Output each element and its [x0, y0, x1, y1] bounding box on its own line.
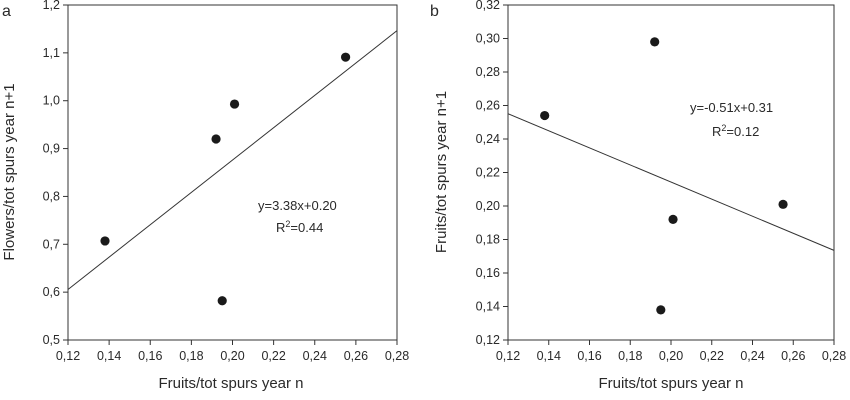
y-tick-label: 0,32 — [476, 0, 500, 12]
y-tick-label: 1,0 — [43, 94, 60, 108]
panel-b-chart: b 0,12 0,14 0,16 0,18 0,20 0,22 0,24 0,26 0,28 0,… — [430, 0, 846, 392]
y-tick-label: 0,20 — [476, 199, 500, 213]
data-point — [650, 37, 660, 47]
x-tick-label: 0,22 — [261, 349, 285, 363]
y-tick-label: 0,18 — [476, 233, 500, 247]
panel-a-chart: a 0,12 0,14 0,16 0,18 0,20 0,22 0,24 0,26 0,28 0,… — [1, 0, 409, 392]
regression-equation: y=-0.51x+0.31 — [690, 100, 773, 115]
x-axis-label: Fruits/tot spurs year n — [158, 375, 303, 392]
y-tick-label: 1,2 — [43, 0, 60, 12]
x-tick-label: 0,14 — [97, 349, 121, 363]
data-point — [656, 305, 666, 315]
data-point — [668, 214, 678, 224]
y-tick-label: 0,8 — [43, 189, 60, 203]
y-tick-label: 0,16 — [476, 266, 500, 280]
x-tick-label: 0,20 — [220, 349, 244, 363]
x-tick-label: 0,24 — [740, 349, 764, 363]
y-tick-label: 0,30 — [476, 32, 500, 46]
r-squared-exponent: 2 — [285, 219, 290, 229]
r-squared-prefix: R — [276, 220, 285, 235]
x-tick-label: 0,12 — [496, 349, 520, 363]
r-squared-value: =0.12 — [726, 124, 759, 139]
regression-equation: y=3.38x+0.20 — [258, 198, 337, 213]
x-tick-label: 0,18 — [179, 349, 203, 363]
x-tick-label: 0,14 — [537, 349, 561, 363]
y-tick-label: 0,9 — [43, 142, 60, 156]
y-tick-label: 0,12 — [476, 333, 500, 347]
panel-letter-b: b — [430, 3, 439, 20]
y-tick-label: 0,7 — [43, 237, 60, 251]
data-point — [540, 110, 550, 121]
r-squared-prefix: R — [712, 124, 721, 139]
x-tick-label: 0,26 — [344, 349, 368, 363]
x-tick-label: 0,28 — [822, 349, 846, 363]
y-tick-label: 0,24 — [476, 132, 500, 146]
x-tick-label: 0,18 — [618, 349, 642, 363]
data-point — [211, 134, 221, 144]
r-squared-label: R2=0.12 — [712, 123, 759, 139]
x-axis-label: Fruits/tot spurs year n — [598, 375, 743, 392]
data-point — [229, 99, 240, 109]
y-tick-label: 1,1 — [43, 46, 60, 60]
x-tick-label: 0,24 — [303, 349, 327, 363]
x-tick-label: 0,26 — [781, 349, 805, 363]
regression-line — [507, 113, 835, 251]
y-tick-label: 0,28 — [476, 65, 500, 79]
regression-line — [67, 30, 398, 290]
y-tick-label: 0,22 — [476, 166, 500, 180]
y-axis-label: Fruits/tot spurs year n+1 — [433, 91, 450, 253]
data-point — [100, 236, 110, 246]
data-point — [778, 199, 788, 209]
data-point — [340, 52, 351, 62]
x-tick-label: 0,20 — [659, 349, 683, 363]
panel-letter-a: a — [2, 3, 11, 20]
y-tick-label: 0,26 — [476, 99, 500, 113]
r-squared-value: =0.44 — [290, 220, 323, 235]
data-point — [217, 296, 227, 306]
plot-frame-b — [507, 4, 835, 341]
x-tick-label: 0,12 — [56, 349, 80, 363]
x-tick-label: 0,22 — [700, 349, 724, 363]
y-tick-label: 0,14 — [476, 300, 500, 314]
y-axis-label: Flowers/tot spurs year n+1 — [1, 83, 18, 260]
x-tick-label: 0,16 — [138, 349, 162, 363]
x-tick-label: 0,16 — [577, 349, 601, 363]
r-squared-label: R2=0.44 — [276, 219, 323, 235]
r-squared-exponent: 2 — [721, 123, 726, 133]
y-tick-label: 0,6 — [43, 285, 60, 299]
y-tick-label: 0,5 — [43, 333, 60, 347]
x-tick-label: 0,28 — [385, 349, 409, 363]
